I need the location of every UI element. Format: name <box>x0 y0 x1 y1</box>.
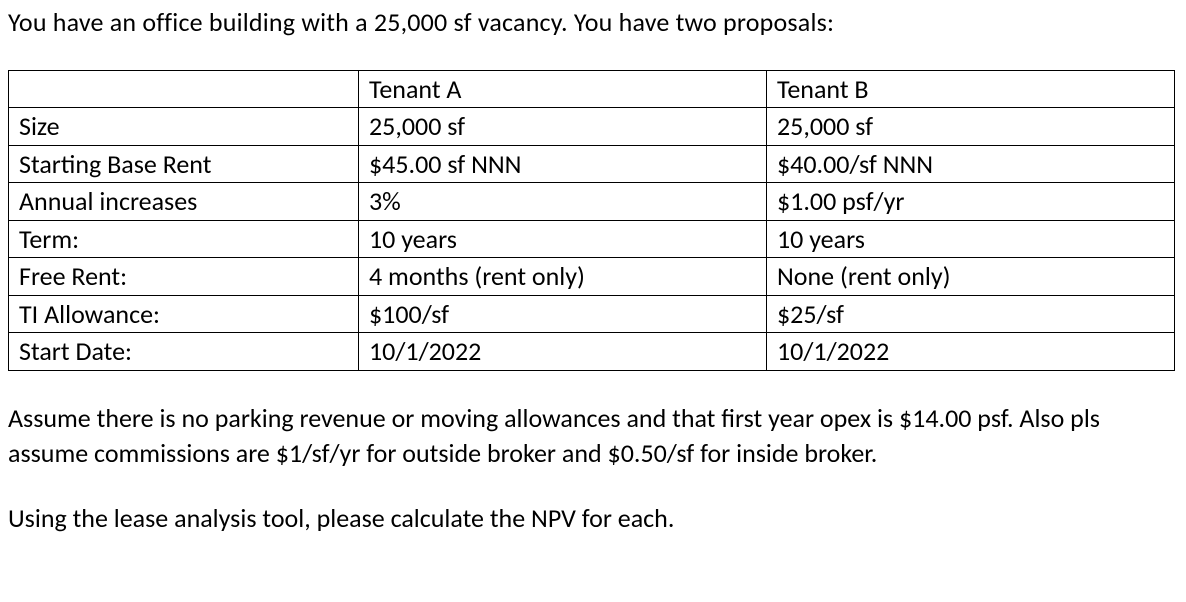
tenant-b-cell: 10 years <box>767 220 1175 258</box>
tenant-b-cell: Tenant B <box>767 70 1175 108</box>
row-label: Free Rent: <box>9 258 359 296</box>
row-label: TI Allowance: <box>9 295 359 333</box>
row-label <box>9 70 359 108</box>
tenant-a-cell: 3% <box>359 183 767 221</box>
document-page: You have an office building with a 25,00… <box>0 0 1186 602</box>
tenant-b-cell: 10/1/2022 <box>767 333 1175 371</box>
row-label: Start Date: <box>9 333 359 371</box>
tenant-a-cell: 4 months (rent only) <box>359 258 767 296</box>
tenant-b-cell: $40.00/sf NNN <box>767 145 1175 183</box>
tenant-a-cell: $100/sf <box>359 295 767 333</box>
row-label: Annual increases <box>9 183 359 221</box>
tenant-a-cell: 25,000 sf <box>359 108 767 146</box>
table-row: Start Date: 10/1/2022 10/1/2022 <box>9 333 1175 371</box>
table-row: Free Rent: 4 months (rent only) None (re… <box>9 258 1175 296</box>
tenant-b-cell: None (rent only) <box>767 258 1175 296</box>
table-row: Starting Base Rent $45.00 sf NNN $40.00/… <box>9 145 1175 183</box>
tenant-b-cell: 25,000 sf <box>767 108 1175 146</box>
table-row: Annual increases 3% $1.00 psf/yr <box>9 183 1175 221</box>
tenant-a-cell: $45.00 sf NNN <box>359 145 767 183</box>
row-label: Starting Base Rent <box>9 145 359 183</box>
task-text: Using the lease analysis tool, please ca… <box>8 501 1178 536</box>
comparison-table: Tenant A Tenant B Size 25,000 sf 25,000 … <box>8 70 1175 371</box>
row-label: Size <box>9 108 359 146</box>
intro-text: You have an office building with a 25,00… <box>8 6 1178 40</box>
tenant-a-cell: Tenant A <box>359 70 767 108</box>
table-row: TI Allowance: $100/sf $25/sf <box>9 295 1175 333</box>
table-row: Term: 10 years 10 years <box>9 220 1175 258</box>
tenant-a-cell: 10 years <box>359 220 767 258</box>
tenant-b-cell: $1.00 psf/yr <box>767 183 1175 221</box>
row-label: Term: <box>9 220 359 258</box>
table-row: Tenant A Tenant B <box>9 70 1175 108</box>
tenant-b-cell: $25/sf <box>767 295 1175 333</box>
tenant-a-cell: 10/1/2022 <box>359 333 767 371</box>
table-row: Size 25,000 sf 25,000 sf <box>9 108 1175 146</box>
assumptions-text: Assume there is no parking revenue or mo… <box>8 401 1178 471</box>
